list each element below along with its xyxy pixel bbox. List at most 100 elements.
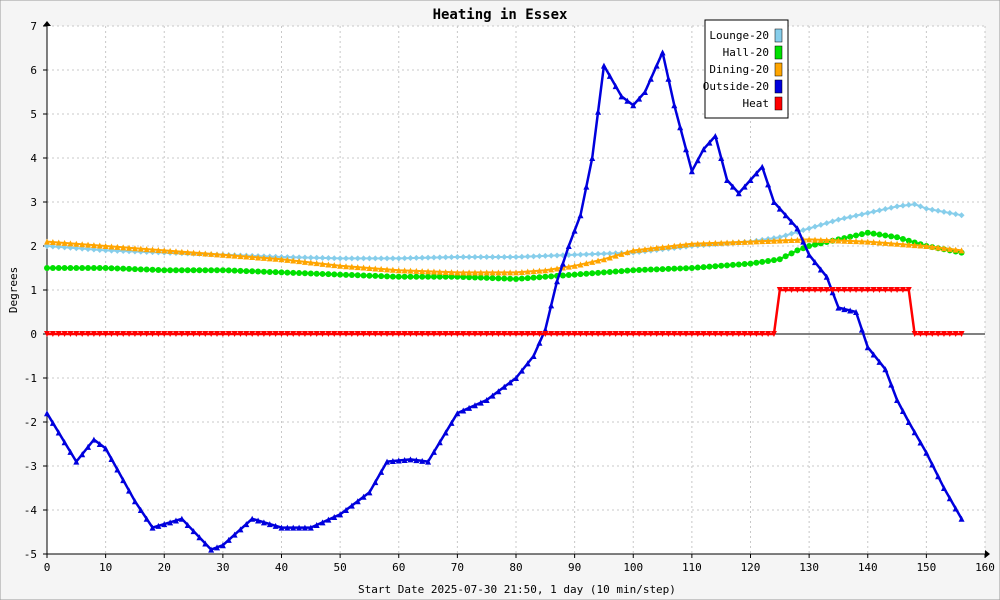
x-axis-arrow xyxy=(985,550,990,558)
data-point-hall-20 xyxy=(395,273,402,280)
marker-outside-20 xyxy=(489,392,496,399)
marker-outside-20 xyxy=(765,181,772,188)
marker-hall-20 xyxy=(419,273,426,280)
marker-dining-20 xyxy=(929,243,936,250)
marker-dining-20 xyxy=(612,252,619,259)
marker-outside-20 xyxy=(243,521,250,528)
marker-heat xyxy=(823,287,830,293)
marker-hall-20 xyxy=(870,230,877,237)
marker-dining-20 xyxy=(313,260,320,267)
marker-dining-20 xyxy=(653,244,660,251)
marker-lounge-20 xyxy=(577,251,584,258)
marker-heat xyxy=(454,331,461,337)
marker-dining-20 xyxy=(524,268,531,275)
marker-heat xyxy=(366,331,373,337)
marker-lounge-20 xyxy=(946,210,953,216)
marker-outside-20 xyxy=(155,522,162,529)
marker-hall-20 xyxy=(559,272,566,279)
data-point-lounge-20 xyxy=(395,255,402,262)
data-point-outside-20 xyxy=(384,458,391,465)
marker-dining-20 xyxy=(847,237,854,244)
marker-hall-20 xyxy=(665,265,672,272)
marker-outside-20 xyxy=(677,124,684,131)
marker-outside-20 xyxy=(342,507,349,513)
data-point-dining-20 xyxy=(219,251,226,258)
marker-heat xyxy=(946,331,953,337)
marker-dining-20 xyxy=(348,263,355,270)
data-point-outside-20 xyxy=(759,163,766,170)
marker-dining-20 xyxy=(858,238,865,245)
data-point-dining-20 xyxy=(923,243,930,249)
marker-lounge-20 xyxy=(800,227,807,234)
marker-heat xyxy=(360,331,367,337)
marker-outside-20 xyxy=(319,519,326,526)
data-point-outside-20 xyxy=(483,397,490,403)
marker-heat xyxy=(337,331,344,337)
marker-heat xyxy=(641,331,648,337)
marker-hall-20 xyxy=(325,271,332,278)
marker-heat xyxy=(624,331,631,337)
marker-heat xyxy=(753,331,760,337)
marker-hall-20 xyxy=(190,267,197,274)
y-axis-label: Degrees xyxy=(7,267,20,313)
y-tick-label: -1 xyxy=(24,372,37,385)
marker-dining-20 xyxy=(208,250,215,257)
marker-hall-20 xyxy=(811,241,818,248)
marker-heat xyxy=(735,331,742,337)
marker-heat xyxy=(55,331,62,337)
marker-heat xyxy=(342,331,349,337)
marker-hall-20 xyxy=(172,267,179,274)
marker-hall-20 xyxy=(67,265,74,271)
marker-hall-20 xyxy=(413,273,420,280)
marker-dining-20 xyxy=(647,245,654,252)
marker-hall-20 xyxy=(712,263,719,270)
marker-heat xyxy=(260,331,267,337)
marker-hall-20 xyxy=(407,273,414,280)
x-tick-label: 40 xyxy=(275,561,288,574)
data-point-outside-20 xyxy=(782,212,789,219)
marker-dining-20 xyxy=(255,254,262,261)
marker-hall-20 xyxy=(882,232,889,239)
y-tick-label: 5 xyxy=(30,108,37,121)
data-point-outside-20 xyxy=(641,89,648,95)
marker-dining-20 xyxy=(407,267,414,274)
marker-dining-20 xyxy=(548,266,555,273)
x-tick-label: 160 xyxy=(975,561,995,574)
y-tick-label: 7 xyxy=(30,20,37,33)
data-point-outside-20 xyxy=(513,375,519,381)
marker-heat xyxy=(706,331,713,337)
marker-heat xyxy=(806,287,813,293)
marker-lounge-20 xyxy=(600,250,607,257)
marker-hall-20 xyxy=(853,232,860,239)
marker-lounge-20 xyxy=(466,254,473,260)
marker-dining-20 xyxy=(595,257,602,264)
marker-hall-20 xyxy=(114,265,121,272)
data-point-hall-20 xyxy=(688,265,695,271)
marker-heat xyxy=(870,287,877,293)
marker-lounge-20 xyxy=(354,255,361,262)
marker-hall-20 xyxy=(155,266,162,273)
marker-outside-20 xyxy=(448,419,455,426)
y-tick-label: 1 xyxy=(30,284,37,297)
marker-outside-20 xyxy=(79,451,86,458)
marker-lounge-20 xyxy=(606,250,613,257)
marker-lounge-20 xyxy=(389,255,396,262)
marker-dining-20 xyxy=(530,268,537,275)
marker-dining-20 xyxy=(360,264,367,271)
marker-lounge-20 xyxy=(313,254,320,261)
data-point-outside-20 xyxy=(823,273,830,280)
data-point-dining-20 xyxy=(454,269,461,276)
marker-outside-20 xyxy=(214,544,221,551)
marker-outside-20 xyxy=(876,358,883,365)
marker-lounge-20 xyxy=(407,255,414,262)
marker-outside-20 xyxy=(471,402,478,409)
data-point-dining-20 xyxy=(102,243,109,249)
marker-outside-20 xyxy=(348,502,355,509)
data-point-outside-20 xyxy=(90,436,97,443)
marker-outside-20 xyxy=(49,419,56,426)
data-point-outside-20 xyxy=(577,212,584,219)
marker-heat xyxy=(384,331,391,337)
data-point-outside-20 xyxy=(724,177,731,183)
data-point-outside-20 xyxy=(131,498,138,505)
marker-outside-20 xyxy=(290,524,297,531)
